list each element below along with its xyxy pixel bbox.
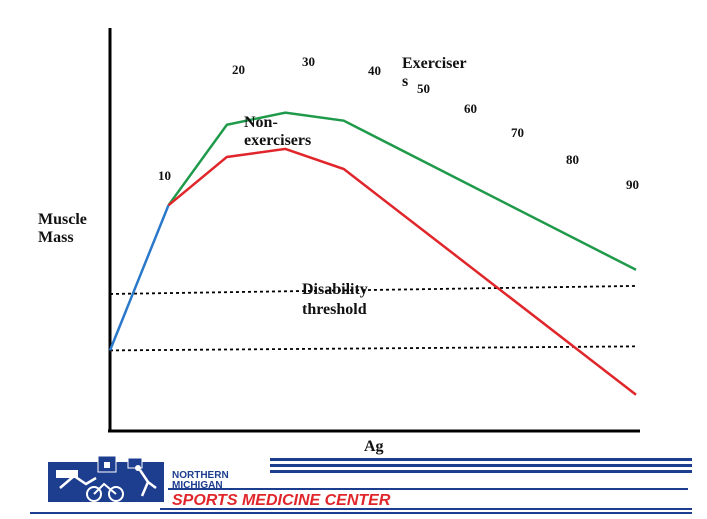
series-line-exercisers	[167, 111, 637, 271]
tick-label-80: 80	[566, 152, 579, 167]
tick-label-10: 10	[158, 168, 171, 183]
tick-label-30: 30	[302, 54, 315, 69]
tick-label-60: 60	[464, 101, 477, 116]
footer-org-name: SPORTS MEDICINE CENTER	[172, 492, 391, 509]
series-line-baseline	[108, 204, 170, 351]
tick-label-40: 40	[368, 63, 381, 78]
threshold-line-upper	[109, 285, 637, 295]
tick-label-70: 70	[511, 125, 524, 140]
series-label-exercisers: Exerciser s	[402, 55, 467, 90]
series-line-non-exercisers	[167, 147, 637, 396]
sports-medicine-logo	[48, 455, 164, 502]
footer-org-line2: MICHIGAN	[172, 480, 223, 491]
tick-label-50: 50	[417, 81, 430, 96]
footer-org-line1: NORTHERN	[172, 470, 229, 481]
disability-threshold-label: Disability threshold	[302, 281, 368, 318]
y-axis-label: Muscle Mass	[38, 211, 87, 246]
tick-label-20: 20	[232, 62, 245, 77]
footer-stripes	[30, 458, 692, 514]
series-label-non-exercisers: Non-exercisers	[244, 114, 311, 149]
threshold-line-lower	[109, 345, 637, 352]
x-axis-label: Ag	[364, 438, 384, 455]
tick-label-90: 90	[626, 177, 639, 192]
